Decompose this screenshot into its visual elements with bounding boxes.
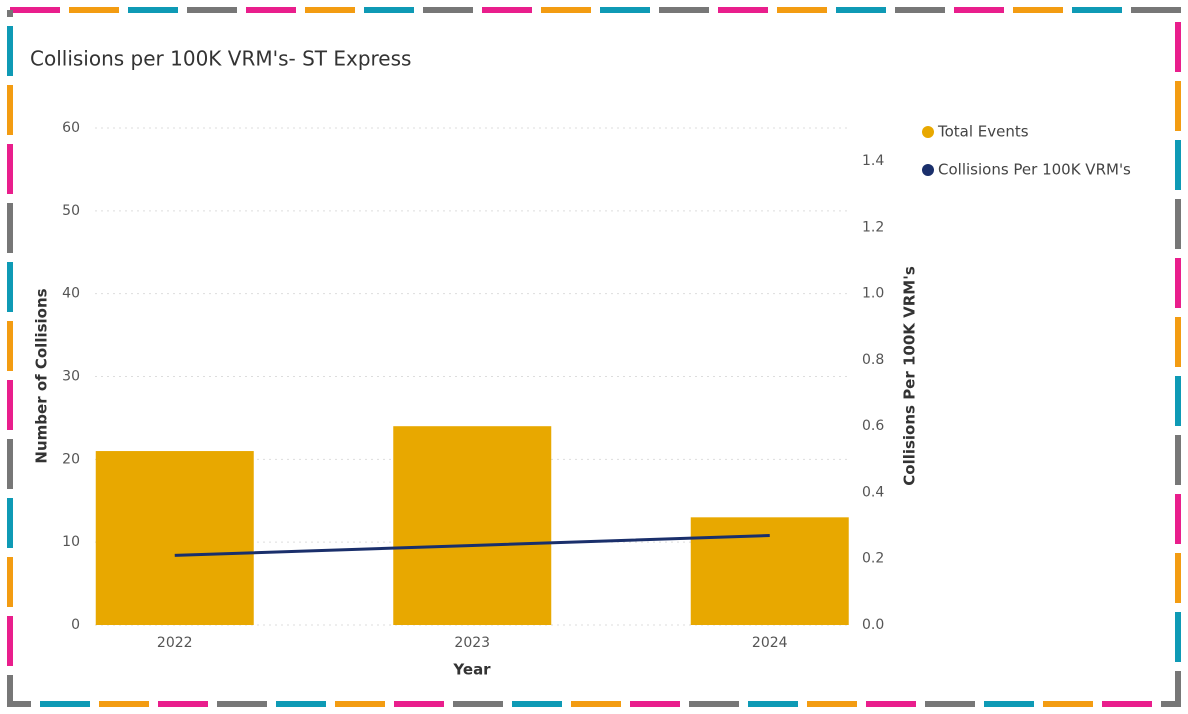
y-tick-label: 20 <box>62 451 80 467</box>
x-axis-title: Year <box>452 661 491 679</box>
legend-label: Total Events <box>937 123 1029 141</box>
bar <box>95 451 254 625</box>
y-axis-title: Number of Collisions <box>33 288 51 463</box>
bar <box>393 426 552 625</box>
y-tick-label: 60 <box>62 120 80 136</box>
y-tick-label: 10 <box>62 534 80 550</box>
legend-label: Collisions Per 100K VRM's <box>938 161 1131 179</box>
legend-marker <box>922 164 934 176</box>
y2-tick-label: 1.2 <box>862 219 884 235</box>
bar <box>690 517 849 625</box>
line <box>174 534 770 557</box>
y2-tick-label: 1.0 <box>862 286 884 302</box>
y-tick-label: 30 <box>62 369 80 385</box>
y2-tick-label: 0.4 <box>862 484 884 500</box>
y2-tick-label: 0.8 <box>862 352 884 368</box>
chart-title: Collisions per 100K VRM's- ST Express <box>30 47 411 71</box>
y-tick-label: 40 <box>62 286 80 302</box>
y-tick-label: 0 <box>71 617 80 633</box>
border <box>7 7 1181 707</box>
y2-tick-label: 1.4 <box>862 153 884 169</box>
x-tick-label: 2024 <box>752 635 788 651</box>
y2-tick-label: 0.6 <box>862 418 884 434</box>
x-tick-label: 2023 <box>454 635 490 651</box>
x-tick-label: 2022 <box>157 635 193 651</box>
y-tick-label: 50 <box>62 203 80 219</box>
y2-tick-label: 0.2 <box>862 551 884 567</box>
y2-tick-label: 0.0 <box>862 617 884 633</box>
legend-marker <box>922 126 934 138</box>
y2-axis-title: Collisions Per 100K VRM's <box>901 266 919 486</box>
